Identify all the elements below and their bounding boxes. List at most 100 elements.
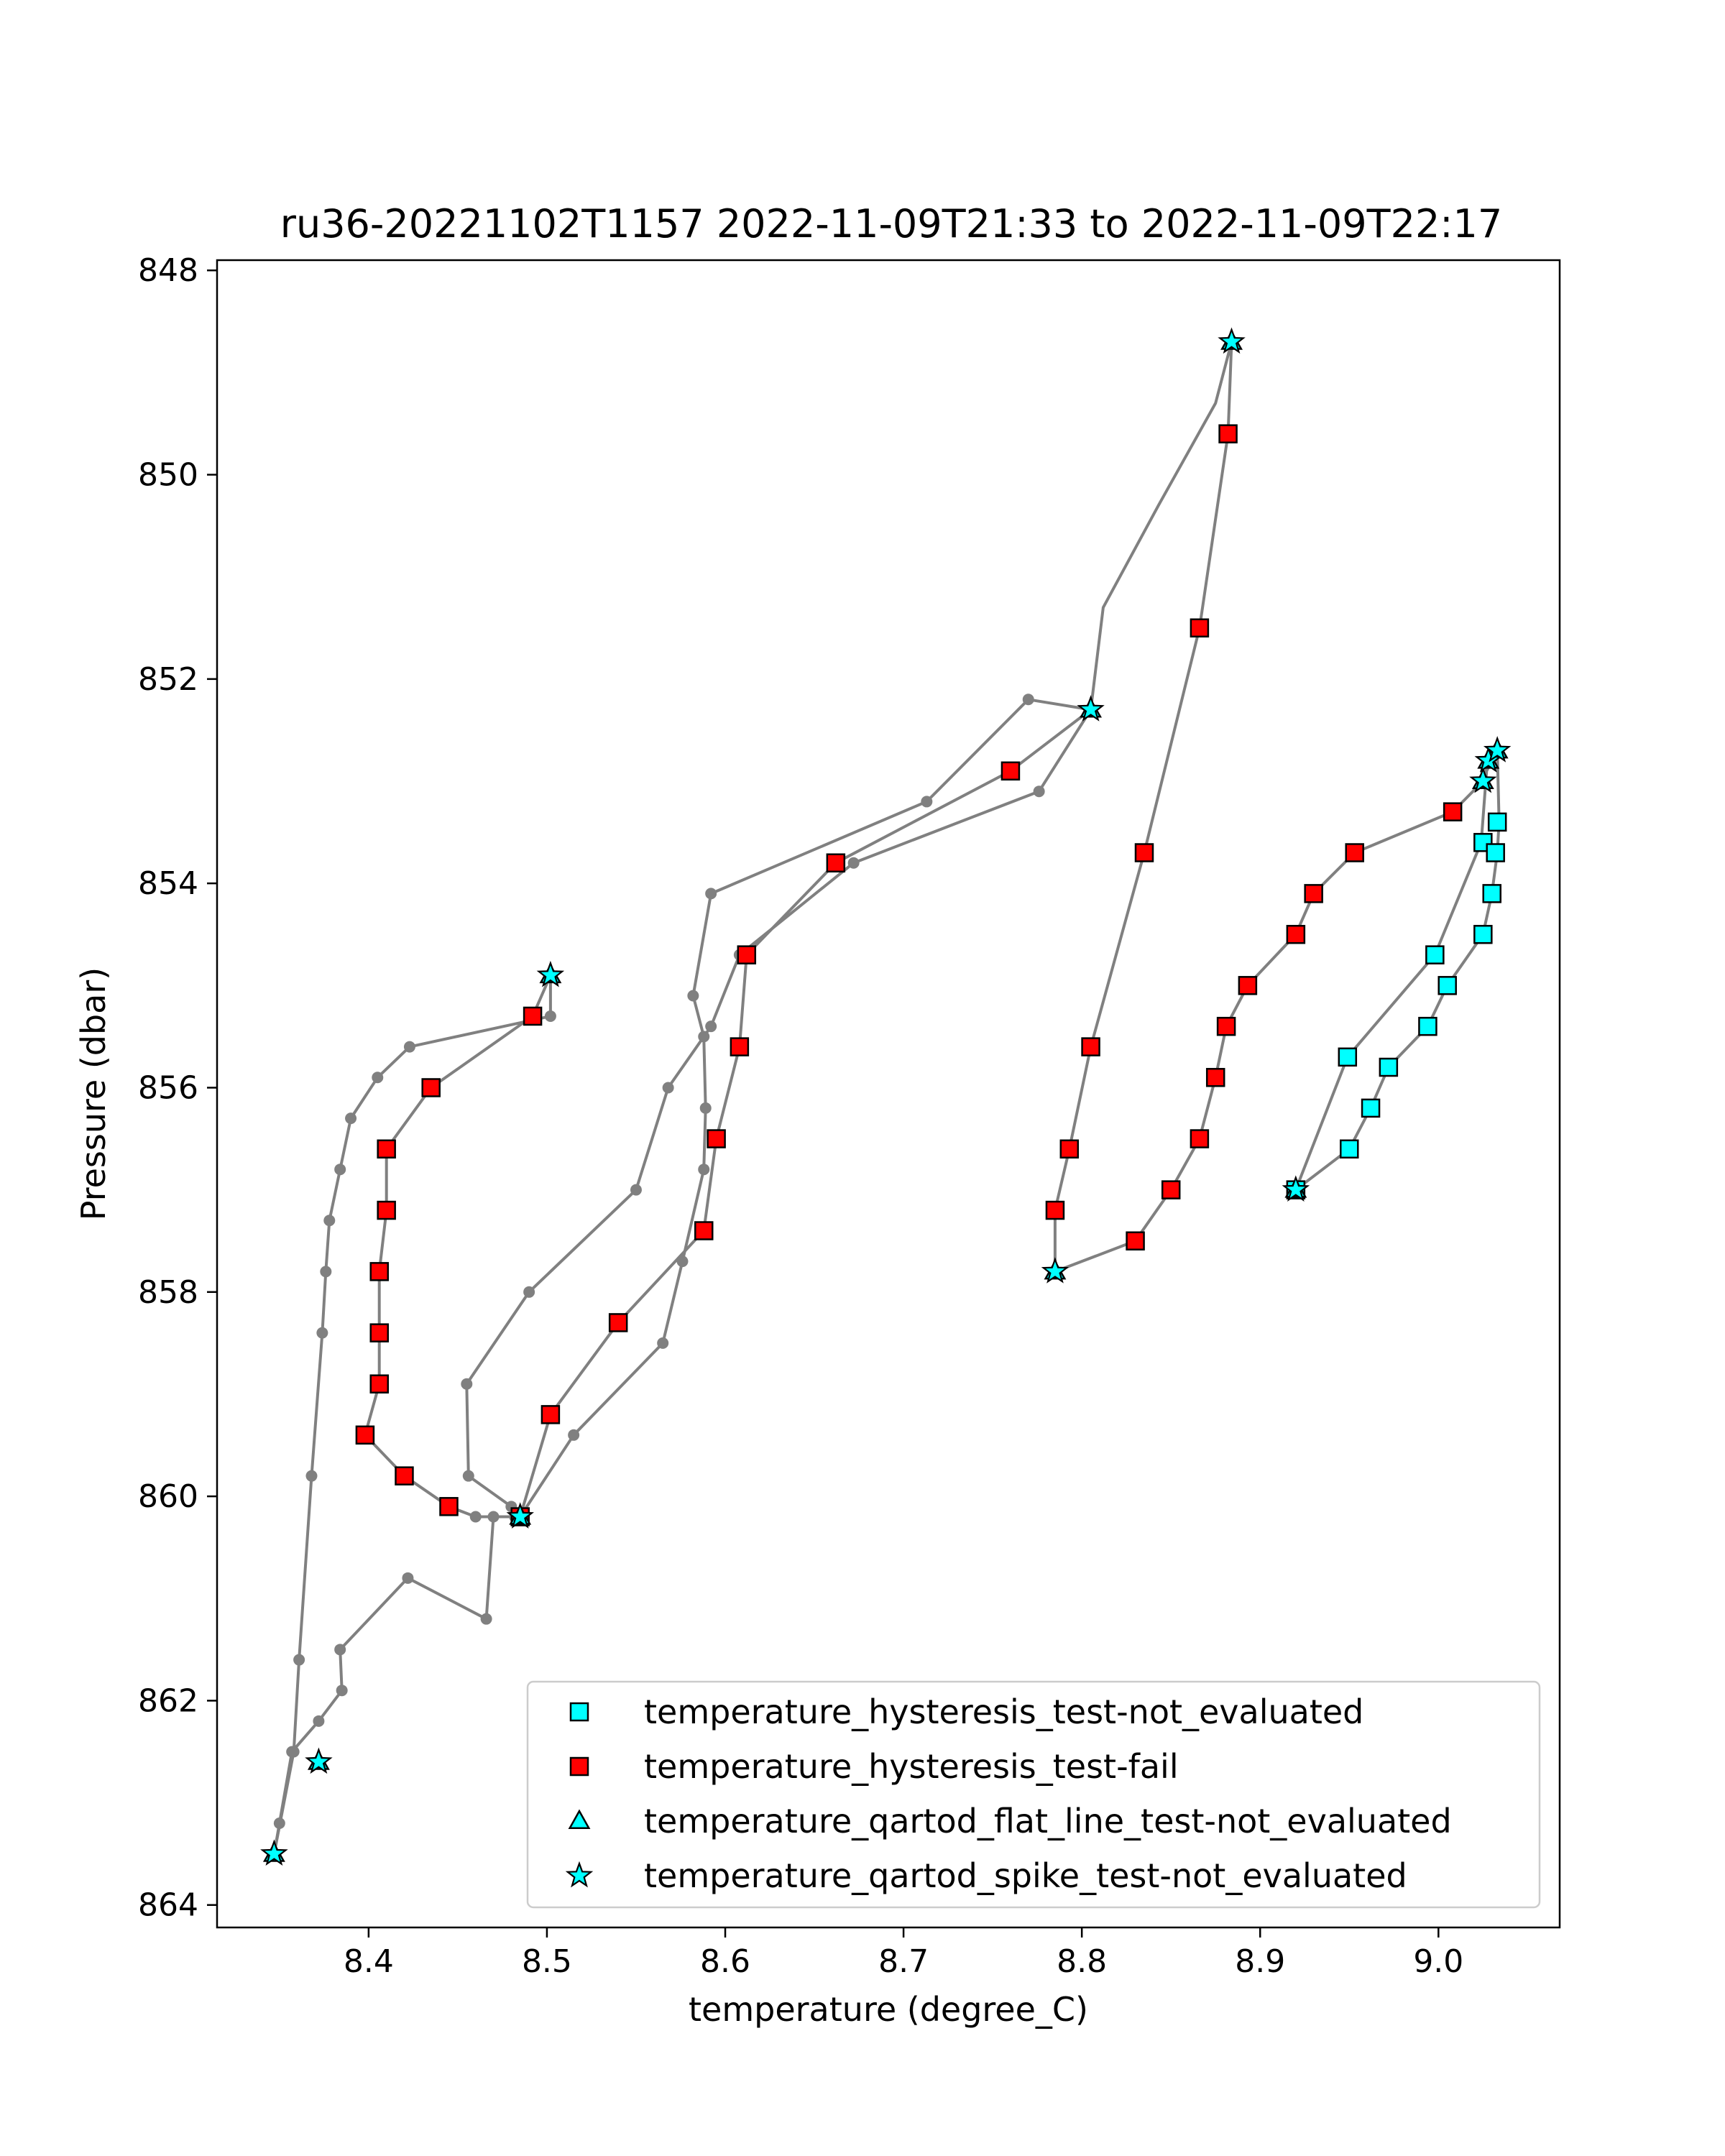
profile-point — [523, 1286, 535, 1298]
data-point-square — [1218, 424, 1238, 443]
profile-point — [273, 1818, 285, 1829]
data-point-square — [1045, 1200, 1065, 1220]
data-point-square — [1286, 924, 1306, 944]
profile-point — [336, 1685, 348, 1697]
data-point-square — [1081, 1037, 1100, 1056]
data-point-square — [1473, 924, 1493, 944]
data-point-square — [1345, 843, 1364, 862]
data-point-star — [305, 1747, 333, 1774]
profile-point — [288, 1746, 300, 1758]
data-point-square — [1443, 802, 1463, 821]
data-point-square — [540, 1405, 561, 1424]
legend-marker-star — [565, 1861, 594, 1888]
legend-marker-square — [569, 1702, 589, 1722]
profile-point — [698, 1031, 710, 1043]
data-point-square — [369, 1374, 389, 1393]
y-tick-label: 864 — [138, 1887, 198, 1924]
profile-point — [630, 1184, 642, 1196]
data-point-square — [608, 1313, 628, 1332]
data-point-square — [1482, 884, 1501, 903]
profile-point — [676, 1256, 689, 1268]
y-tick-label: 854 — [138, 865, 198, 902]
profile-point — [657, 1337, 669, 1349]
y-tick-label: 858 — [138, 1274, 198, 1311]
profile-point — [316, 1327, 328, 1339]
x-tick-label: 8.6 — [700, 1943, 750, 1980]
data-point-square — [523, 1006, 543, 1026]
data-point-square — [1059, 1139, 1080, 1159]
data-point-square — [1418, 1016, 1438, 1036]
profile-point — [705, 1021, 717, 1033]
profile-point — [345, 1112, 357, 1125]
x-tick-label: 8.4 — [344, 1943, 394, 1980]
plot-frame — [216, 259, 1561, 1929]
data-point-star — [1282, 1175, 1310, 1202]
data-point-square — [1126, 1231, 1145, 1250]
profile-point — [1022, 694, 1034, 706]
data-point-star — [260, 1839, 288, 1866]
profile-point — [469, 1511, 482, 1523]
data-point-square — [1338, 1047, 1358, 1067]
y-tick-label: 850 — [138, 457, 198, 494]
profile-point — [698, 1164, 710, 1176]
profile-point — [568, 1429, 580, 1441]
data-point-square — [1379, 1057, 1399, 1077]
data-point-square — [1340, 1139, 1359, 1159]
profile-point — [1033, 786, 1045, 798]
data-point-star — [1474, 746, 1502, 773]
profile-point — [293, 1654, 305, 1666]
profile-point — [847, 857, 860, 869]
data-point-square — [1161, 1180, 1181, 1199]
profile-point — [372, 1072, 384, 1084]
profile-point — [323, 1215, 336, 1227]
profile-point — [705, 888, 717, 900]
profile-point — [462, 1470, 474, 1482]
data-point-square — [1190, 618, 1210, 638]
profile-point — [403, 1041, 415, 1053]
data-point-square — [737, 945, 757, 964]
data-point-square — [439, 1497, 459, 1516]
data-point-square — [377, 1139, 396, 1159]
profile-point — [480, 1613, 492, 1625]
data-point-star — [1041, 1257, 1070, 1284]
data-point-square — [369, 1262, 389, 1281]
data-point-square — [1361, 1098, 1381, 1118]
y-tick-label: 852 — [138, 661, 198, 698]
legend-marker-triangle — [568, 1809, 591, 1830]
profile-point — [461, 1378, 473, 1390]
data-point-square — [826, 853, 846, 872]
data-point-square — [1304, 884, 1323, 903]
profile-point — [699, 1102, 712, 1114]
plot-area — [260, 327, 1512, 1866]
profile-line-1 — [272, 698, 1092, 1854]
data-point-square — [421, 1078, 441, 1097]
data-point-square — [1190, 1129, 1210, 1148]
x-axis-label: temperature (degree_C) — [689, 1990, 1088, 2029]
data-point-square — [1425, 945, 1445, 964]
profile-point — [921, 796, 933, 808]
data-point-square — [1486, 843, 1505, 862]
data-point-square — [1487, 812, 1507, 832]
x-tick-label: 8.8 — [1057, 1943, 1107, 1980]
x-tick-label: 9.0 — [1413, 1943, 1463, 1980]
legend-label: temperature_qartod_flat_line_test-not_ev… — [644, 1802, 1452, 1841]
data-point-square — [707, 1129, 726, 1148]
data-point-star — [1469, 766, 1497, 793]
legend: temperature_hysteresis_test-not_evaluate… — [526, 1680, 1541, 1909]
data-point-square — [395, 1466, 414, 1485]
profile-point — [402, 1572, 414, 1584]
data-point-square — [1000, 761, 1021, 781]
profile-point — [313, 1715, 325, 1727]
data-point-square — [1473, 833, 1493, 852]
x-tick-label: 8.5 — [522, 1943, 572, 1980]
data-point-square — [355, 1425, 375, 1445]
data-point-square — [369, 1323, 389, 1342]
data-point-square — [1134, 843, 1154, 862]
profile-point — [320, 1266, 332, 1278]
y-tick-label: 862 — [138, 1682, 198, 1719]
legend-label: temperature_qartod_spike_test-not_evalua… — [644, 1856, 1407, 1895]
profile-point — [334, 1644, 346, 1656]
y-axis-label: Pressure (dbar) — [74, 967, 113, 1220]
data-point-star — [1218, 327, 1246, 354]
x-axis: 8.4 8.5 8.6 8.7 8.8 8.9 9.0 — [344, 1927, 1463, 1980]
